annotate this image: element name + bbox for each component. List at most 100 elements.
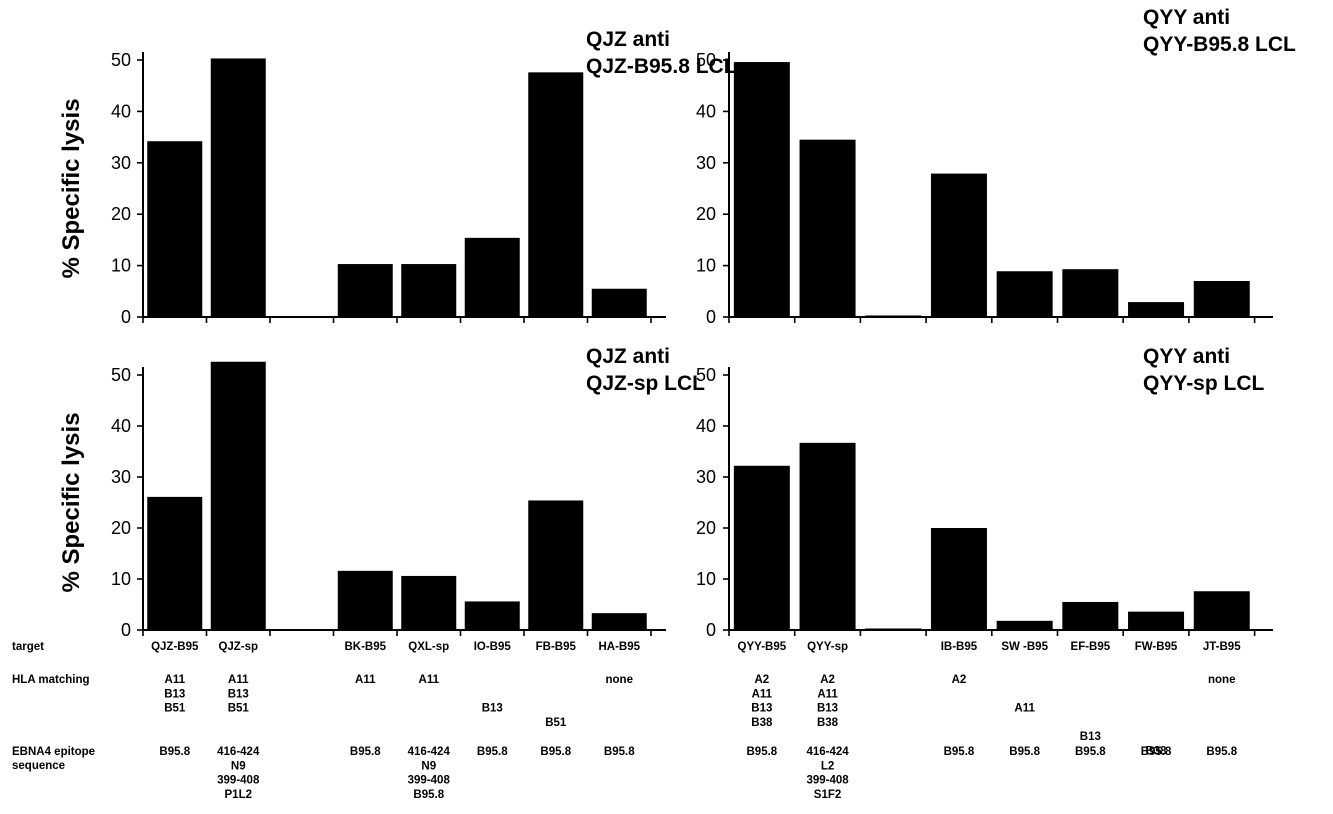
y-tick-label: 0 [706, 620, 716, 640]
bar-ib-b95 [930, 528, 987, 630]
bar-bk-b95 [337, 264, 393, 317]
y-tick-label: 10 [111, 256, 131, 276]
table-right: QYY-B95A2A11B13B38B95.8QYY-spA2A11B13B38… [738, 641, 1242, 801]
hla-value: A2 [754, 674, 769, 686]
bar-fb-b95 [528, 500, 584, 630]
ebna-value: 416-424 [408, 746, 451, 758]
ebna-value: B95.8 [413, 789, 444, 801]
bar-qyy-b95 [733, 465, 790, 630]
ebna-value: B95.8 [1075, 746, 1106, 758]
ebna-value: N9 [421, 760, 436, 772]
table-layer: QJZ-B95 A11 B13 B51 B95.8 QJZ-sp A11 B13 B51 416-… [151, 641, 1241, 801]
hla-value: B13 [164, 688, 185, 700]
chart-title-line2: QYY-B95.8 LCL [1143, 33, 1296, 56]
bar-sw-b95 [996, 271, 1053, 317]
row-header-hla: HLA matching [12, 674, 90, 686]
ebna-value: B95.8 [1141, 746, 1172, 758]
target-label: EF-B95 [1071, 641, 1111, 653]
y-tick-label: 30 [111, 467, 131, 487]
chart-panel-2: 0 10 20 30 40 50 QYY anti QYY-B95.8 LCL [696, 6, 1296, 327]
hla-value: A11 [817, 688, 838, 700]
hla-value: B51 [164, 703, 186, 715]
target-label: HA-B95 [598, 641, 640, 653]
y-tick-label: 10 [696, 569, 716, 589]
bar-sw-b95 [996, 620, 1053, 630]
chart-title-line1: QJZ anti [586, 28, 670, 51]
hla-value: A11 [355, 674, 376, 686]
ebna-value: L2 [821, 760, 834, 772]
ebna-value: S1F2 [814, 789, 842, 801]
row-header-ebna-line2: sequence [12, 760, 65, 772]
bar-fb-b95 [528, 72, 584, 317]
bar-ha-b95 [591, 613, 647, 630]
bar-bk-b95 [337, 570, 393, 630]
hla-value: B13 [751, 703, 772, 715]
target-label: QJZ-sp [218, 641, 258, 653]
ebna-value: 399-408 [806, 775, 849, 787]
y-axis-label: % Specific lysis [58, 98, 85, 278]
y-tick-label: 50 [111, 365, 131, 385]
target-label: IO-B95 [474, 641, 512, 653]
y-tick-label: 20 [696, 518, 716, 538]
ebna-value: B95.8 [1206, 746, 1237, 758]
y-tick-label: 0 [121, 620, 131, 640]
chart-title-line1: QYY anti [1143, 345, 1230, 368]
bar-qjz-b95 [147, 141, 203, 317]
target-label: IB-B95 [941, 641, 978, 653]
ebna-value: B95.8 [944, 746, 975, 758]
bar-qyy-sp [799, 139, 856, 317]
hla-value: A11 [752, 688, 773, 700]
target-label: QYY-B95 [738, 641, 787, 653]
y-tick-label: 50 [696, 50, 716, 70]
chart-panel-1: 0 10 20 30 40 50 QJZ anti QJZ-B95.8 LCL % Specif… [58, 28, 737, 327]
bar-ib-b95 [930, 173, 987, 317]
chart-title-line2: QYY-sp LCL [1143, 372, 1265, 395]
chart-panel-3: 0 10 20 30 40 50 QJZ anti QJZ-sp LCL % Specific … [58, 345, 705, 640]
ebna-value: B95.8 [159, 746, 190, 758]
target-label: BK-B95 [344, 641, 386, 653]
hla-value: B13 [482, 703, 503, 715]
row-header-target: target [12, 641, 44, 653]
bar-io-b95 [464, 237, 520, 317]
y-tick-label: 20 [111, 518, 131, 538]
bar-qxl-sp [401, 264, 457, 317]
ebna-value: N9 [231, 760, 246, 772]
ebna-value: B95.8 [477, 746, 508, 758]
ebna-value: B95.8 [540, 746, 571, 758]
target-label: JT-B95 [1203, 641, 1241, 653]
bar-blank [865, 315, 922, 317]
chart-title-line1: QJZ anti [586, 345, 670, 368]
y-tick-label: 40 [696, 416, 716, 436]
bar-fw-b95 [1128, 611, 1185, 630]
hla-value: B38 [751, 717, 773, 729]
y-tick-label: 30 [696, 467, 716, 487]
hla-value: A11 [228, 674, 249, 686]
chart-title-line1: QYY anti [1143, 6, 1230, 29]
bar-jt-b95 [1193, 281, 1250, 317]
bar-qyy-b95 [733, 62, 790, 317]
hla-value: B38 [1145, 746, 1167, 758]
ebna-value: B95.8 [747, 746, 778, 758]
y-tick-label: 50 [111, 50, 131, 70]
hla-value: A2 [952, 674, 967, 686]
bar-ha-b95 [591, 288, 647, 317]
bar-jt-b95 [1193, 591, 1250, 630]
hla-value: none [1208, 674, 1235, 686]
hla-value: B38 [817, 717, 839, 729]
hla-value: B51 [545, 717, 567, 729]
ebna-value: B95.8 [350, 746, 381, 758]
hla-value: B51 [228, 703, 250, 715]
y-tick-label: 50 [696, 365, 716, 385]
bar-qjz-sp [210, 361, 266, 630]
y-tick-label: 20 [696, 204, 716, 224]
hla-value: B13 [1080, 731, 1101, 743]
chart-title-line2: QJZ-sp LCL [586, 372, 705, 395]
y-tick-label: 10 [696, 256, 716, 276]
ebna-value: P1L2 [225, 789, 253, 801]
bar-qjz-sp [210, 58, 266, 317]
y-tick-label: 20 [111, 204, 131, 224]
target-label: QJZ-B95 [151, 641, 199, 653]
hla-value: A11 [1014, 703, 1035, 715]
hla-value: A11 [165, 674, 186, 686]
ebna-value: B95.8 [604, 746, 635, 758]
